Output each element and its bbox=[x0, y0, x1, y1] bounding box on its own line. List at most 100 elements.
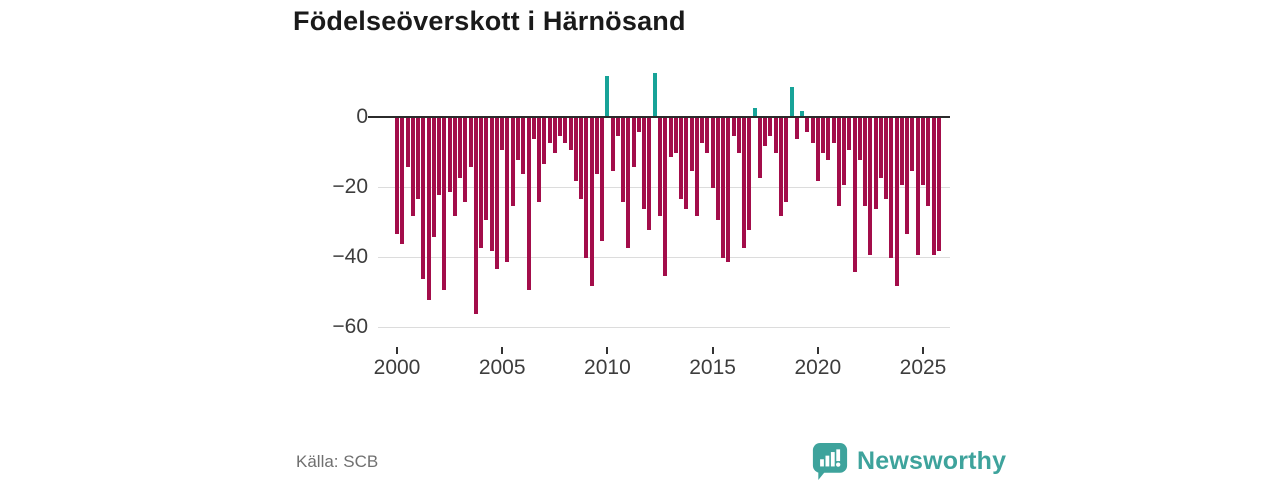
bar-2024-q4 bbox=[915, 118, 920, 255]
x-tick-label: 2000 bbox=[373, 356, 421, 379]
bar-2014-q4 bbox=[705, 118, 710, 153]
x-tick-label: 2010 bbox=[584, 356, 631, 379]
bar-2007-q4 bbox=[558, 118, 563, 136]
bar-2009-q4 bbox=[600, 118, 605, 241]
bar-2003-q4 bbox=[473, 118, 478, 314]
bar-2000-q3 bbox=[405, 118, 410, 167]
bar-2004-q3 bbox=[489, 118, 494, 251]
bar-2001-q1 bbox=[416, 118, 421, 199]
y-tick-label: −60 bbox=[332, 315, 368, 338]
bar-2013-q4 bbox=[684, 118, 689, 209]
bar-2021-q4 bbox=[852, 118, 857, 272]
bar-2021-q3 bbox=[847, 118, 852, 150]
x-tick bbox=[501, 347, 504, 354]
bar-2009-q3 bbox=[594, 118, 599, 174]
bar-2020-q2 bbox=[821, 118, 826, 153]
bar-2010-q2 bbox=[610, 118, 615, 171]
bar-2012-q1 bbox=[647, 118, 652, 230]
bar-2008-q2 bbox=[568, 118, 573, 150]
bar-2011-q4 bbox=[642, 118, 647, 209]
bar-2019-q3 bbox=[805, 118, 810, 132]
chart-title: Födelseöverskott i Härnösand bbox=[293, 6, 686, 36]
bar-2015-q4 bbox=[726, 118, 731, 262]
bar-2025-q4 bbox=[936, 118, 941, 251]
newsworthy-logo-icon bbox=[812, 443, 848, 480]
y-tick-label: 0 bbox=[356, 105, 368, 128]
bar-2020-q4 bbox=[831, 118, 836, 143]
bar-2001-q4 bbox=[431, 118, 436, 237]
bar-2014-q2 bbox=[694, 118, 699, 216]
bar-2014-q1 bbox=[689, 118, 694, 171]
bar-2005-q2 bbox=[505, 118, 510, 262]
bar-2010-q4 bbox=[621, 118, 626, 202]
brand-name: Newsworthy bbox=[857, 447, 1007, 475]
bar-2016-q3 bbox=[742, 118, 747, 248]
bar-2024-q1 bbox=[899, 118, 904, 185]
bar-2018-q1 bbox=[773, 118, 778, 153]
bar-2006-q3 bbox=[531, 118, 536, 139]
bar-2017-q2 bbox=[757, 118, 762, 178]
bar-2016-q1 bbox=[731, 118, 736, 136]
bar-2008-q1 bbox=[563, 118, 568, 143]
bar-2019-q4 bbox=[810, 118, 815, 143]
bar-2002-q2 bbox=[442, 118, 447, 290]
bar-2023-q2 bbox=[884, 118, 889, 199]
bar-2012-q4 bbox=[663, 118, 668, 276]
bar-2015-q1 bbox=[710, 118, 715, 188]
bar-2012-q3 bbox=[658, 118, 662, 216]
bar-2025-q1 bbox=[921, 118, 925, 185]
bar-2004-q1 bbox=[479, 118, 484, 248]
bar-2002-q1 bbox=[437, 118, 442, 195]
bar-2011-q2 bbox=[631, 118, 636, 167]
bar-2002-q3 bbox=[447, 118, 452, 192]
x-tick bbox=[816, 347, 819, 354]
bar-2006-q4 bbox=[537, 118, 542, 202]
x-tick-label: 2015 bbox=[689, 356, 736, 379]
brand-footer: Newsworthy bbox=[812, 443, 1006, 480]
bar-2013-q1 bbox=[668, 118, 673, 157]
bar-2020-q3 bbox=[826, 118, 831, 160]
y-tick-label: −20 bbox=[332, 175, 368, 198]
bar-2003-q3 bbox=[468, 118, 473, 167]
bar-2001-q3 bbox=[426, 118, 431, 300]
x-tick bbox=[711, 347, 714, 354]
bar-2023-q4 bbox=[894, 118, 899, 286]
bar-2006-q2 bbox=[526, 118, 531, 290]
y-tick-label: −40 bbox=[332, 245, 368, 268]
bar-2007-q3 bbox=[552, 118, 557, 153]
bar-2016-q2 bbox=[736, 118, 741, 153]
bar-2023-q3 bbox=[889, 118, 894, 258]
x-tick-label: 2005 bbox=[478, 356, 526, 379]
bar-2013-q2 bbox=[673, 118, 678, 153]
bar-2015-q3 bbox=[721, 118, 726, 258]
x-tick bbox=[922, 347, 924, 354]
bar-2019-q1 bbox=[794, 118, 799, 139]
bar-2008-q3 bbox=[573, 118, 578, 181]
bar-2017-q4 bbox=[768, 118, 773, 136]
bar-2014-q3 bbox=[700, 118, 705, 143]
zero-axis-line bbox=[368, 115, 950, 118]
bar-2008-q4 bbox=[579, 118, 584, 199]
bar-2004-q2 bbox=[484, 118, 489, 220]
bar-2018-q3 bbox=[784, 118, 789, 202]
bar-2000-q2 bbox=[400, 118, 405, 244]
bar-2006-q1 bbox=[521, 118, 526, 174]
bar-2000-q1 bbox=[395, 118, 399, 234]
bar-2010-q3 bbox=[615, 118, 620, 136]
bar-2017-q3 bbox=[763, 118, 768, 146]
bar-2003-q2 bbox=[463, 118, 468, 202]
bar-2018-q2 bbox=[778, 118, 783, 216]
x-tick bbox=[606, 347, 609, 354]
bar-2010-q1 bbox=[605, 76, 610, 118]
bar-2024-q3 bbox=[910, 118, 915, 171]
plot-area: 2000 2005 2010 2015 2020 2025 bbox=[368, 60, 950, 390]
bar-2011-q1 bbox=[626, 118, 631, 248]
gridline bbox=[378, 327, 950, 328]
bar-2018-q4 bbox=[789, 86, 794, 118]
bar-2021-q2 bbox=[842, 118, 847, 185]
bar-2007-q1 bbox=[542, 118, 547, 164]
bar-2004-q4 bbox=[494, 118, 499, 269]
bar-2003-q1 bbox=[458, 118, 463, 178]
bar-2023-q1 bbox=[878, 118, 883, 178]
